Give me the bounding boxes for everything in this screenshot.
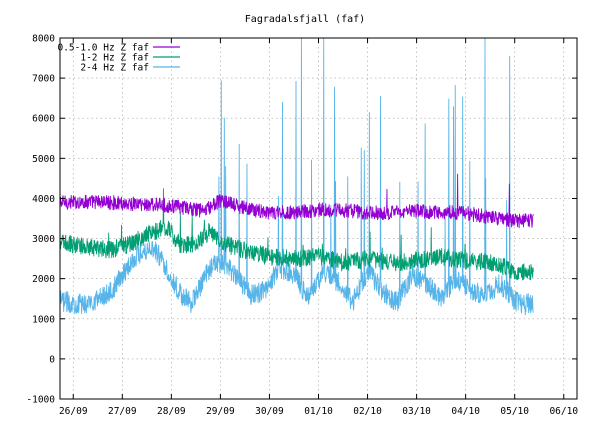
y-tick-label: 3000	[32, 234, 55, 245]
plot-frame	[59, 37, 578, 400]
y-tick-label: 0	[49, 354, 55, 365]
y-tick-label: 6000	[32, 114, 55, 125]
series-line-2	[59, 188, 534, 281]
y-tick-label: -1000	[26, 395, 55, 406]
x-tick-label: 28/09	[157, 406, 186, 417]
x-tick-label: 02/10	[353, 406, 382, 417]
legend-label-2: 1-2 Hz Z faf	[80, 53, 149, 64]
y-tick-label: 7000	[32, 74, 55, 85]
y-tick-label: 5000	[32, 154, 55, 165]
x-tick-label: 05/10	[500, 406, 529, 417]
x-tick-label: 04/10	[451, 406, 480, 417]
x-tick-label: 06/10	[549, 406, 578, 417]
chart-title: Fagradalsfjall (faf)	[245, 14, 365, 25]
series-line-1	[59, 173, 534, 229]
x-tick-label: 03/10	[402, 406, 431, 417]
legend-label-3: 2-4 Hz Z faf	[80, 63, 149, 74]
y-tick-label: 2000	[32, 274, 55, 285]
y-tick-label: 8000	[32, 34, 55, 45]
x-tick-label: 26/09	[59, 406, 88, 417]
series-line-3	[59, 37, 534, 316]
x-tick-label: 29/09	[206, 406, 235, 417]
axis-layer: -1000 0 1000 2000 3000 4000 5000 6000 7000 8000 26…	[26, 34, 578, 418]
y-tick-label: 1000	[32, 314, 55, 325]
series-layer	[59, 37, 534, 316]
legend-label-1: 0.5-1.0 Hz Z faf	[57, 43, 149, 54]
x-tick-label: 30/09	[255, 406, 284, 417]
y-tick-label: 4000	[32, 194, 55, 205]
x-tick-label: 01/10	[304, 406, 333, 417]
x-tick-label: 27/09	[108, 406, 137, 417]
